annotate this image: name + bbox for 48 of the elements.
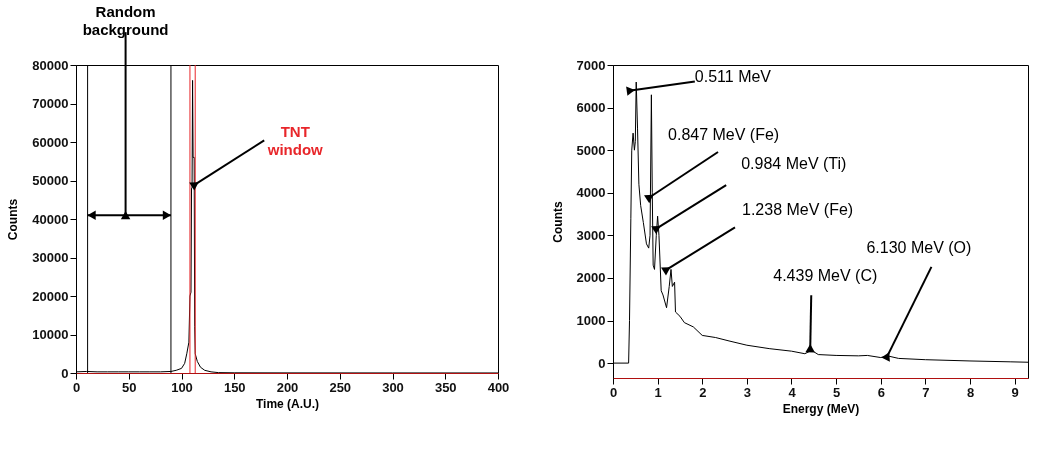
x-tick-label: 100 — [171, 379, 193, 395]
x-tick-label: 8 — [966, 384, 975, 400]
x-tick-label: 350 — [434, 379, 457, 395]
y-tick-label: 30000 — [32, 250, 69, 265]
x-tick-label: 300 — [382, 379, 404, 395]
x-axis-title: Time (A.U.) — [255, 396, 320, 411]
x-tick-label: 4 — [788, 384, 797, 400]
x-axis-title: Energy (MeV) — [782, 401, 860, 416]
y-tick-label: 70000 — [32, 96, 69, 111]
y-tick-label: 7000 — [576, 57, 606, 73]
x-tick-label: 5 — [833, 384, 841, 400]
annotation: TNT window — [266, 123, 324, 159]
x-tick-label: 0 — [609, 384, 618, 400]
x-tick-label: 50 — [122, 379, 137, 395]
y-tick-label: 0 — [598, 355, 606, 371]
annotation: 4.439 MeV (C) — [773, 267, 878, 285]
y-tick-label: 20000 — [32, 288, 69, 304]
x-tick-label: 200 — [276, 379, 299, 395]
y-tick-label: 1000 — [576, 313, 606, 329]
x-tick-label: 7 — [922, 384, 930, 400]
x-tick-label: 6 — [877, 384, 885, 400]
y-tick-label: 2000 — [576, 270, 606, 286]
y-axis-title: Counts — [550, 201, 565, 243]
annotation: 6.130 MeV (O) — [866, 238, 972, 256]
y-tick-label: 0 — [61, 365, 69, 381]
x-tick-label: 250 — [329, 379, 352, 395]
x-tick-label: 2 — [699, 384, 707, 400]
y-tick-label: 6000 — [576, 100, 606, 116]
x-tick-label: 9 — [1011, 384, 1019, 400]
y-tick-label: 4000 — [576, 185, 606, 201]
x-tick-label: 1 — [654, 384, 662, 400]
annotation: Random background — [82, 3, 169, 39]
x-tick-label: 3 — [743, 384, 751, 400]
y-tick-label: 60000 — [32, 134, 69, 150]
y-tick-label: 10000 — [32, 327, 69, 342]
annotation: 0.984 MeV (Ti) — [741, 155, 847, 173]
y-axis-title: Counts — [6, 198, 21, 241]
x-tick-label: 150 — [223, 379, 246, 395]
annotation: 1.238 MeV (Fe) — [741, 201, 854, 219]
y-tick-label: 40000 — [32, 211, 69, 227]
y-tick-label: 50000 — [32, 173, 69, 188]
annotation: 0.847 MeV (Fe) — [668, 126, 780, 144]
y-tick-label: 80000 — [32, 57, 69, 73]
annotation: 0.511 MeV — [694, 67, 772, 85]
y-tick-label: 3000 — [576, 227, 606, 243]
x-tick-label: 400 — [487, 379, 510, 395]
y-tick-label: 5000 — [576, 142, 606, 158]
x-tick-label: 0 — [72, 379, 81, 395]
